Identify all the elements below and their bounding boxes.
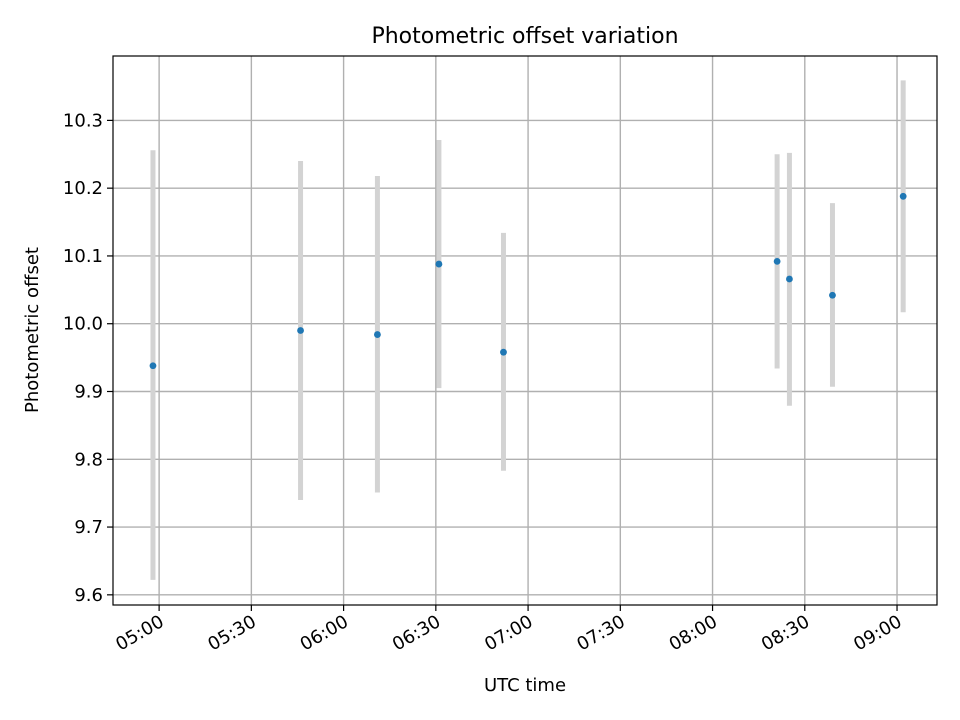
y-tick-label: 9.8 bbox=[74, 449, 103, 470]
x-tick-label: 07:00 bbox=[481, 611, 536, 655]
grid-layer bbox=[113, 56, 937, 605]
x-axis-label: UTC time bbox=[484, 675, 566, 696]
chart-title: Photometric offset variation bbox=[371, 24, 678, 49]
y-axis-ticks: 9.6 9.7 9.8 9.9 10.0 10.1 10.2 10.3 bbox=[63, 110, 113, 606]
y-tick-label: 10.0 bbox=[63, 314, 103, 335]
y-axis-label: Photometric offset bbox=[22, 247, 43, 413]
data-point bbox=[435, 260, 443, 268]
x-tick-label: 07:30 bbox=[573, 611, 628, 655]
data-point bbox=[786, 275, 793, 283]
x-tick-label: 06:00 bbox=[297, 611, 352, 655]
data-point bbox=[829, 291, 836, 299]
data-point bbox=[899, 192, 907, 200]
x-tick-label: 09:00 bbox=[850, 611, 905, 655]
y-tick-label: 10.2 bbox=[63, 178, 103, 199]
x-tick-label: 05:30 bbox=[204, 611, 259, 655]
data-point bbox=[149, 362, 157, 370]
x-tick-label: 08:30 bbox=[758, 611, 813, 655]
data-point bbox=[374, 331, 381, 338]
x-tick-label: 08:00 bbox=[666, 611, 721, 655]
data-point bbox=[773, 257, 781, 265]
y-tick-label: 10.1 bbox=[63, 246, 103, 267]
y-tick-label: 10.3 bbox=[63, 110, 103, 131]
data-point bbox=[297, 327, 304, 334]
x-axis-ticks: 05:00 05:30 06:00 06:30 07:00 07:30 08:00 08:30… bbox=[112, 605, 906, 655]
y-tick-label: 9.9 bbox=[74, 382, 103, 403]
data-point-layer bbox=[149, 192, 907, 370]
data-point bbox=[500, 348, 507, 356]
y-tick-label: 9.7 bbox=[74, 517, 103, 538]
plot-frame bbox=[112, 55, 938, 606]
x-tick-label: 06:30 bbox=[389, 611, 444, 655]
x-tick-label: 05:00 bbox=[112, 611, 167, 655]
y-tick-label: 9.6 bbox=[74, 585, 103, 606]
